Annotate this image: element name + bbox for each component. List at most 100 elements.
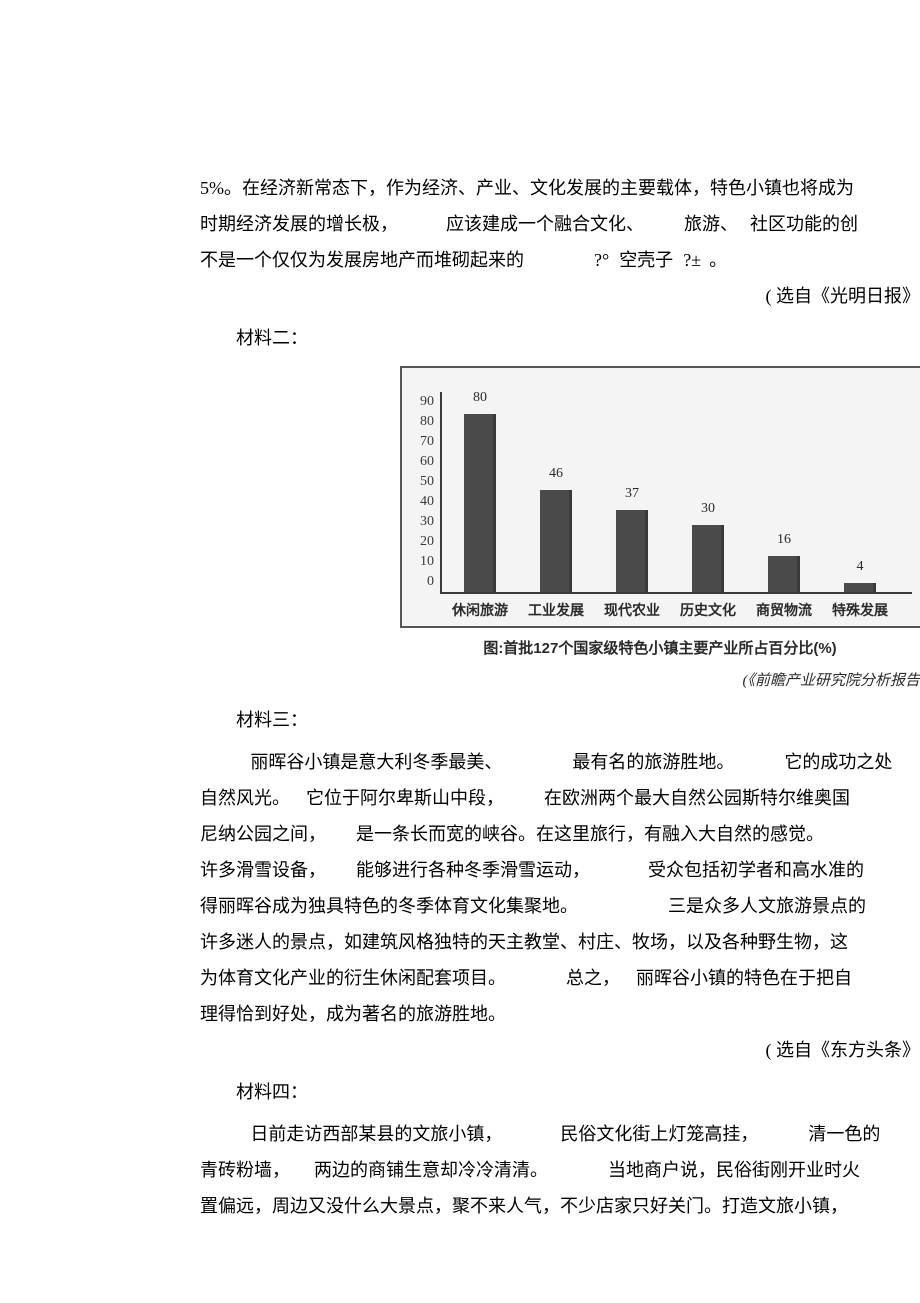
chart-container: 0 10 20 30 40 50 60 70 80 90 80 46 37 30 16 4… xyxy=(400,366,920,696)
text: 。 xyxy=(709,250,727,270)
text: 民俗文化街上灯笼高挂， xyxy=(560,1124,758,1144)
text: 日前走访西部某县的文旅小镇， xyxy=(250,1124,502,1144)
bar xyxy=(616,510,648,592)
bar-slot: 30 xyxy=(670,495,746,592)
bar-value-label: 30 xyxy=(701,495,715,523)
text: 是一条长而宽的峡谷。在这里旅行，有融入大自然的感觉。 xyxy=(356,824,824,844)
bar-value-label: 16 xyxy=(777,526,791,554)
text: 理得恰到好处，成为著名的旅游胜地。 xyxy=(200,1004,506,1024)
bar xyxy=(464,414,496,592)
text: 。在经济新常态下，作为经济、产业、文化发展的主要载体，特色小镇也将成为 xyxy=(224,178,854,198)
text: 受众包括初学者和高水准的 xyxy=(648,860,864,880)
section-label-4: 材料四： xyxy=(200,1074,920,1110)
source-1: ( 选自《光明日报》 xyxy=(200,278,920,314)
x-axis-label: 工业发展 xyxy=(518,596,594,624)
paragraph-3-l6: 许多迷人的景点，如建筑风格独特的天主教堂、村庄、牧场，以及各种野生物，这 xyxy=(200,924,920,960)
section-label-3: 材料三： xyxy=(200,702,920,738)
bar-value-label: 37 xyxy=(625,480,639,508)
bar-slot: 37 xyxy=(594,480,670,592)
text: 旅游、 xyxy=(684,214,738,234)
text: 它位于阿尔卑斯山中段， xyxy=(306,788,504,808)
y-tick: 40 xyxy=(412,492,434,512)
paragraph-3-l4: 许多滑雪设备， 能够进行各种冬季滑雪运动， 受众包括初学者和高水准的 xyxy=(200,852,920,888)
paragraph-4-l2: 青砖粉墙， 两边的商铺生意却冷冷清清。 当地商户说，民俗街刚开业时火 xyxy=(200,1152,920,1188)
y-tick: 20 xyxy=(412,532,434,552)
text: 两边的商铺生意却冷冷清清。 xyxy=(314,1160,548,1180)
paragraph-4-l1: 日前走访西部某县的文旅小镇， 民俗文化街上灯笼高挂， 清一色的 xyxy=(200,1116,920,1152)
source-3: ( 选自《东方头条》 xyxy=(200,1032,920,1068)
paragraph-3-l8: 理得恰到好处，成为著名的旅游胜地。 xyxy=(200,996,920,1032)
y-tick: 70 xyxy=(412,432,434,452)
text: ?° xyxy=(594,250,609,270)
bar-value-label: 80 xyxy=(473,384,487,412)
paragraph-3-l3: 尼纳公园之间， 是一条长而宽的峡谷。在这里旅行，有融入大自然的感觉。 xyxy=(200,816,920,852)
bar-slot: 46 xyxy=(518,460,594,592)
chart-box: 0 10 20 30 40 50 60 70 80 90 80 46 37 30 16 4… xyxy=(400,366,920,628)
text: 许多滑雪设备， xyxy=(200,860,326,880)
y-tick: 0 xyxy=(412,572,434,592)
text: 材料二： xyxy=(236,328,308,348)
text: 应该建成一个融合文化、 xyxy=(446,214,644,234)
y-tick: 60 xyxy=(412,452,434,472)
text: 不是一个仅仅为发展房地产而堆砌起来的 xyxy=(200,250,524,270)
paragraph-1: 5%。在经济新常态下，作为经济、产业、文化发展的主要载体，特色小镇也将成为 时期… xyxy=(200,170,920,278)
paragraph-3-l5: 得丽晖谷成为独具特色的冬季体育文化集聚地。 三是众多人文旅游景点的 xyxy=(200,888,920,924)
text: 5% xyxy=(200,178,224,198)
bars-region: 80463730164 xyxy=(440,392,912,594)
y-axis: 0 10 20 30 40 50 60 70 80 90 xyxy=(412,392,434,592)
text: 置偏远，周边又没什么大景点，聚不来人气，不少店家只好关门。打造文旅小镇， xyxy=(200,1196,848,1216)
text: ( 选自《光明日报》 xyxy=(766,286,920,306)
paragraph-3-l2: 自然风光。它位于阿尔卑斯山中段，在欧洲两个最大自然公园斯特尔维奥国 xyxy=(200,780,920,816)
text: 能够进行各种冬季滑雪运动， xyxy=(356,860,590,880)
paragraph-4-l3: 置偏远，周边又没什么大景点，聚不来人气，不少店家只好关门。打造文旅小镇， xyxy=(200,1188,920,1224)
text: ( 选自《东方头条》 xyxy=(766,1040,920,1060)
text: 许多迷人的景点，如建筑风格独特的天主教堂、村庄、牧场，以及各种野生物，这 xyxy=(200,932,848,952)
text: ?± xyxy=(683,250,701,270)
y-tick: 50 xyxy=(412,472,434,492)
text: 青砖粉墙， xyxy=(200,1160,290,1180)
y-tick: 30 xyxy=(412,512,434,532)
y-tick: 90 xyxy=(412,392,434,412)
text: 社区功能的创 xyxy=(750,214,858,234)
text: 三是众多人文旅游景点的 xyxy=(668,896,866,916)
bar-value-label: 4 xyxy=(857,553,864,581)
y-tick: 10 xyxy=(412,552,434,572)
text: 材料三： xyxy=(236,710,308,730)
text: 它的成功之处 xyxy=(784,752,892,772)
text: 当地商户说，民俗街刚开业时火 xyxy=(608,1160,860,1180)
bar-slot: 16 xyxy=(746,526,822,592)
bar xyxy=(692,525,724,592)
chart-source: (《前瞻产业研究院分析报告 xyxy=(400,666,920,696)
text: 得丽晖谷成为独具特色的冬季体育文化集聚地。 xyxy=(200,896,578,916)
text: 时期经济发展的增长极， xyxy=(200,214,398,234)
text: 丽晖谷小镇是意大利冬季最美、 xyxy=(250,752,502,772)
text: 材料四： xyxy=(236,1082,308,1102)
text: 为体育文化产业的衍生休闲配套项目。 xyxy=(200,968,506,988)
chart-caption: 图:首批127个国家级特色小镇主要产业所占百分比(%) xyxy=(400,634,920,664)
chart-area: 0 10 20 30 40 50 60 70 80 90 80 46 37 30 16 4 xyxy=(412,374,912,594)
x-axis-label: 历史文化 xyxy=(670,596,746,624)
x-axis-labels: 休闲旅游工业发展现代农业历史文化商贸物流特殊发展 xyxy=(442,596,912,624)
text: 空壳子 xyxy=(619,250,673,270)
text: 最有名的旅游胜地。 xyxy=(572,752,734,772)
text: 清一色的 xyxy=(808,1124,880,1144)
bar xyxy=(768,556,800,592)
bar xyxy=(540,490,572,592)
y-tick: 80 xyxy=(412,412,434,432)
document-page: 5%。在经济新常态下，作为经济、产业、文化发展的主要载体，特色小镇也将成为 时期… xyxy=(0,0,920,1264)
bar-value-label: 46 xyxy=(549,460,563,488)
x-axis-label: 现代农业 xyxy=(594,596,670,624)
text: 尼纳公园之间， xyxy=(200,824,326,844)
bar-slot: 4 xyxy=(822,553,898,592)
section-label-2: 材料二： xyxy=(200,320,920,356)
bar-slot: 80 xyxy=(442,384,518,592)
x-axis-label: 休闲旅游 xyxy=(442,596,518,624)
paragraph-3: 丽晖谷小镇是意大利冬季最美、 最有名的旅游胜地。 它的成功之处 xyxy=(200,744,920,780)
text: 丽晖谷小镇的特色在于把自 xyxy=(636,968,852,988)
text: 自然风光。 xyxy=(200,788,290,808)
text: 总之， xyxy=(566,968,620,988)
x-axis-label: 特殊发展 xyxy=(822,596,898,624)
paragraph-3-l7: 为体育文化产业的衍生休闲配套项目。 总之， 丽晖谷小镇的特色在于把自 xyxy=(200,960,920,996)
x-axis-label: 商贸物流 xyxy=(746,596,822,624)
bar xyxy=(844,583,876,592)
